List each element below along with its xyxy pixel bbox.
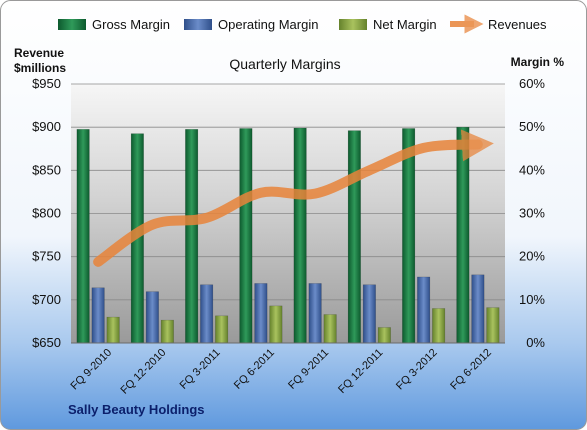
net-margin-bar <box>160 319 174 344</box>
operating-margin-bar <box>254 283 268 344</box>
legend-swatch-operating-margin <box>184 19 212 30</box>
revenue-line-layer <box>93 129 494 267</box>
net-margin-bar <box>377 327 391 344</box>
right-tick-label: 60% <box>519 76 545 91</box>
operating-margin-bar <box>145 291 159 344</box>
chart-title: Quarterly Margins <box>229 56 340 72</box>
gross-margin-bar <box>185 129 199 344</box>
operating-margin-bar <box>471 274 485 344</box>
net-margin-bar <box>323 314 337 344</box>
left-tick-label: $650 <box>32 335 61 350</box>
left-axis-label-line2: $millions <box>14 61 66 75</box>
right-tick-label: 50% <box>519 119 545 134</box>
legend-label-operating-margin: Operating Margin <box>218 17 318 32</box>
right-tick-label: 0% <box>526 335 545 350</box>
right-tick-label: 40% <box>519 162 545 177</box>
legend-label-revenues: Revenues <box>488 17 547 32</box>
operating-margin-bar <box>91 287 105 344</box>
legend: Gross Margin Operating Margin Net Margin… <box>58 14 547 34</box>
right-tick-label: 10% <box>519 292 545 307</box>
left-axis-label-line1: Revenue <box>14 46 64 60</box>
right-tick-label: 30% <box>519 206 545 221</box>
net-margin-bar <box>486 307 500 344</box>
company-label: Sally Beauty Holdings <box>68 402 205 417</box>
left-tick-label: $950 <box>32 76 61 91</box>
net-margin-bar <box>432 308 446 344</box>
right-tick-label: 20% <box>519 249 545 264</box>
gross-margin-bar <box>239 128 253 344</box>
gross-margin-bar <box>76 129 90 344</box>
left-tick-label: $850 <box>32 162 61 177</box>
legend-swatch-gross-margin <box>58 19 86 30</box>
left-tick-label: $700 <box>32 292 61 307</box>
gross-margin-bar <box>293 127 307 344</box>
right-axis-label: Margin % <box>511 55 565 69</box>
operating-margin-bar <box>200 284 214 344</box>
left-tick-label: $900 <box>32 119 61 134</box>
left-axis-ticks: $650 $700 $750 $800 $850 $900 $950 <box>32 76 61 350</box>
legend-label-net-margin: Net Margin <box>373 17 437 32</box>
net-margin-bar <box>269 305 283 344</box>
gross-margin-bar <box>456 126 470 344</box>
left-tick-label: $800 <box>32 206 61 221</box>
legend-swatch-net-margin <box>339 19 367 30</box>
right-axis-ticks: 0% 10% 20% 30% 40% 50% 60% <box>519 76 545 350</box>
left-tick-label: $750 <box>32 249 61 264</box>
operating-margin-bar <box>417 276 431 344</box>
gross-margin-bar <box>402 128 416 344</box>
gross-margin-bar <box>347 130 361 344</box>
revenues-line <box>93 129 494 267</box>
net-margin-bar <box>215 315 229 344</box>
legend-label-gross-margin: Gross Margin <box>92 17 170 32</box>
bars <box>76 126 500 344</box>
net-margin-bar <box>106 316 120 344</box>
operating-margin-bar <box>308 283 322 344</box>
operating-margin-bar <box>362 284 376 344</box>
